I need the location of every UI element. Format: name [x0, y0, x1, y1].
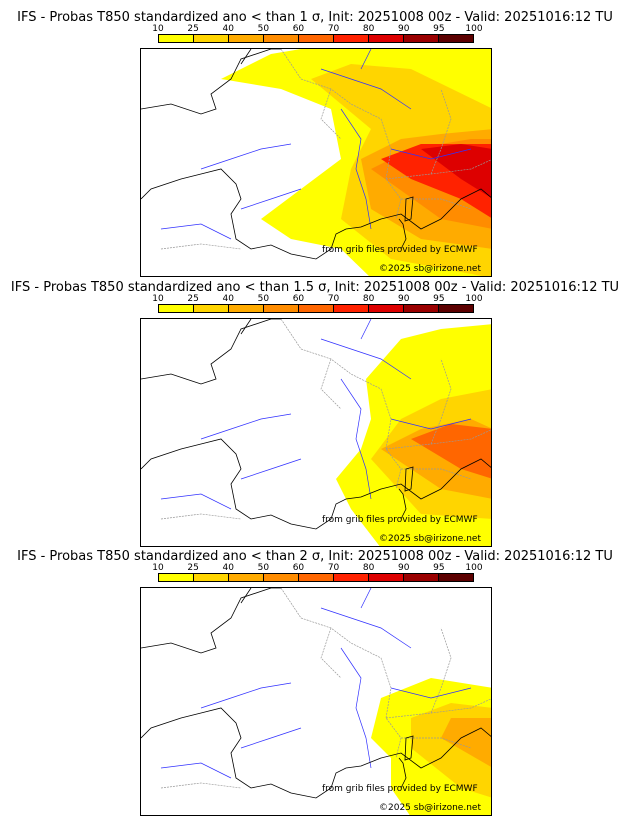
rivers	[160, 588, 472, 779]
colorbar-tick-label: 100	[465, 563, 483, 573]
colorbar-tick-label: 70	[327, 563, 340, 573]
colorbar-segment	[299, 305, 334, 312]
colorbar-tick-label: 95	[433, 294, 445, 304]
colorbar-segment	[229, 35, 264, 42]
colorbar-ticks: 10 25 40 50 60 70 80 90 95 100	[152, 294, 482, 304]
colorbar-tick-label: 70	[327, 294, 340, 304]
colorbar-tick-label: 10	[152, 294, 164, 304]
colorbar-ticks: 10 25 40 50 60 70 80 90 95 100	[152, 563, 482, 573]
colorbar-tick-label: 60	[292, 563, 305, 573]
colorbar-tick-label: 50	[257, 294, 270, 304]
colorbar-tick-label: 100	[465, 24, 483, 34]
colorbar-segment	[334, 305, 369, 312]
colorbar-tick-label: 70	[327, 24, 340, 34]
probability-area	[441, 718, 491, 767]
rivers	[160, 319, 472, 510]
corsica	[404, 196, 414, 222]
colorbar-segment	[369, 35, 404, 42]
map-panel: IFS - Probas T850 standardized ano < tha…	[0, 539, 630, 816]
colorbar-tick-label: 90	[398, 563, 410, 573]
colorbar-tick-label: 90	[398, 294, 410, 304]
colorbar-segment	[299, 574, 334, 581]
coastline	[141, 49, 491, 260]
colorbar-tick-label: 100	[465, 294, 483, 304]
colorbar-segment	[369, 574, 404, 581]
map-panel: IFS - Probas T850 standardized ano < tha…	[0, 270, 630, 547]
colorbar-segment	[194, 574, 229, 581]
colorbar-tick-label: 50	[257, 24, 270, 34]
colorbar-tick-label: 40	[222, 24, 234, 34]
source-credit: from grib files provided by ECMWF	[322, 515, 478, 525]
colorbar-tick-label: 80	[362, 294, 375, 304]
source-credit: from grib files provided by ECMWF	[322, 784, 478, 794]
colorbar-segment	[404, 574, 439, 581]
colorbar-segment	[264, 574, 299, 581]
colorbar-segment	[229, 305, 264, 312]
colorbar-tick-label: 40	[222, 563, 234, 573]
corsica	[404, 735, 414, 761]
source-credit: from grib files provided by ECMWF	[322, 245, 478, 255]
colorbar-tick-label: 25	[187, 563, 199, 573]
colorbar-segment	[334, 35, 369, 42]
map-area: from grib files provided by ECMWF ©2025 …	[140, 48, 492, 277]
coastline	[141, 588, 491, 799]
admin-borders	[160, 588, 491, 789]
colorbar	[158, 573, 474, 582]
colorbar-tick-label: 95	[433, 24, 445, 34]
colorbar-segment	[439, 35, 473, 42]
coastline	[141, 319, 491, 530]
colorbar-segment	[404, 305, 439, 312]
colorbar-segment	[404, 35, 439, 42]
admin-borders	[160, 49, 491, 250]
panel-title: IFS - Probas T850 standardized ano < tha…	[17, 10, 613, 25]
map-panel: IFS - Probas T850 standardized ano < tha…	[0, 0, 630, 277]
map-svg	[141, 588, 491, 815]
colorbar-tick-label: 95	[433, 563, 445, 573]
panel-title: IFS - Probas T850 standardized ano < tha…	[17, 549, 613, 564]
map-svg	[141, 49, 491, 276]
colorbar	[158, 304, 474, 313]
colorbar-tick-label: 50	[257, 563, 270, 573]
colorbar-segment	[299, 35, 334, 42]
colorbar-tick-label: 90	[398, 24, 410, 34]
copyright: ©2025 sb@irizone.net	[379, 534, 481, 544]
colorbar-segment	[264, 35, 299, 42]
colorbar-tick-label: 80	[362, 24, 375, 34]
colorbar-segment	[159, 35, 194, 42]
colorbar-segment	[159, 305, 194, 312]
colorbar-tick-label: 80	[362, 563, 375, 573]
copyright: ©2025 sb@irizone.net	[379, 264, 481, 274]
colorbar-tick-label: 10	[152, 563, 164, 573]
colorbar-ticks: 10 25 40 50 60 70 80 90 95 100	[152, 24, 482, 34]
colorbar-tick-label: 25	[187, 24, 199, 34]
colorbar-segment	[159, 574, 194, 581]
colorbar-tick-label: 25	[187, 294, 199, 304]
colorbar-tick-label: 10	[152, 24, 164, 34]
colorbar-segment	[369, 305, 404, 312]
colorbar-tick-label: 60	[292, 24, 305, 34]
rivers	[160, 49, 472, 240]
map-svg	[141, 319, 491, 546]
probability-area	[411, 424, 491, 479]
copyright: ©2025 sb@irizone.net	[379, 803, 481, 813]
colorbar	[158, 34, 474, 43]
admin-borders	[160, 319, 491, 520]
colorbar-segment	[439, 305, 473, 312]
colorbar-tick-label: 60	[292, 294, 305, 304]
colorbar-segment	[334, 574, 369, 581]
colorbar-segment	[439, 574, 473, 581]
colorbar-tick-label: 40	[222, 294, 234, 304]
map-area: from grib files provided by ECMWF ©2025 …	[140, 587, 492, 816]
colorbar-segment	[264, 305, 299, 312]
map-area: from grib files provided by ECMWF ©2025 …	[140, 318, 492, 547]
colorbar-segment	[229, 574, 264, 581]
colorbar-segment	[194, 35, 229, 42]
colorbar-segment	[194, 305, 229, 312]
panel-title: IFS - Probas T850 standardized ano < tha…	[10, 280, 620, 295]
corsica	[404, 466, 414, 492]
